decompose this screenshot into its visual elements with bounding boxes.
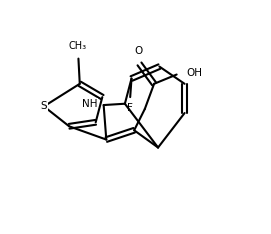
Text: NH: NH — [82, 99, 98, 109]
Text: F: F — [127, 103, 133, 113]
Text: S: S — [41, 101, 47, 111]
Text: O: O — [134, 47, 142, 56]
Text: CH₃: CH₃ — [68, 41, 86, 51]
Text: OH: OH — [187, 68, 203, 78]
